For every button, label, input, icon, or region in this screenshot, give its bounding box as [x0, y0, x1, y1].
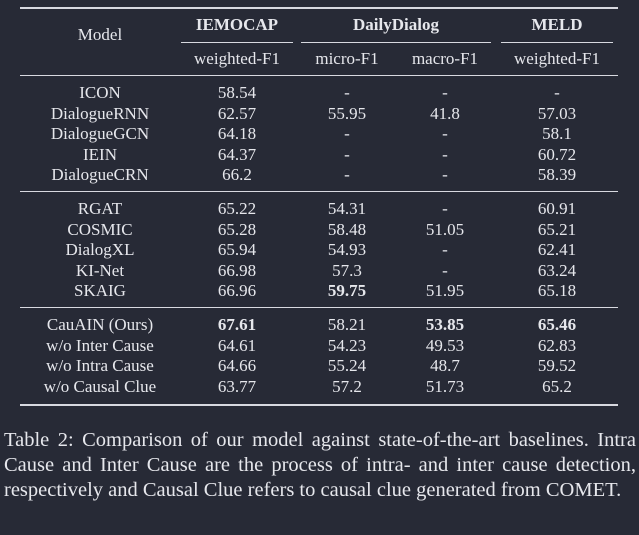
group-rule-2	[20, 307, 618, 308]
score-cell: 64.18	[217, 124, 257, 144]
model-name-cell: DialogXL	[65, 240, 135, 260]
model-name-cell: w/o Inter Cause	[46, 335, 154, 355]
score-cell: 63.24	[537, 260, 577, 280]
score-cell: 59.52	[537, 356, 577, 376]
model-name-cell: DialogueGCN	[50, 124, 150, 144]
score-cell: 49.53	[425, 335, 465, 355]
score-cell: 65.22	[217, 199, 257, 218]
score-cell: -	[442, 144, 448, 164]
score-cell: 63.77	[217, 376, 257, 396]
score-cell: 58.54	[217, 83, 257, 102]
model-name-cell: CauAIN (Ours)	[46, 315, 154, 334]
score-cell: -	[344, 165, 350, 185]
model-name-cell: RGAT	[77, 199, 123, 218]
score-cell: -	[344, 83, 350, 102]
score-cell: 58.21	[327, 315, 367, 334]
score-cell: -	[442, 83, 448, 102]
metric-header-iemocap-weighted-f1: weighted-F1	[194, 49, 280, 68]
score-cell: -	[442, 199, 448, 218]
score-cell: 62.57	[217, 103, 257, 123]
score-cell: 58.39	[537, 165, 577, 185]
score-cell: 51.73	[425, 376, 465, 396]
metric-header-dailydialog-micro-f1: micro-F1	[315, 49, 379, 68]
score-cell: 62.83	[537, 335, 577, 355]
score-cell: 59.75	[327, 281, 367, 301]
score-cell: 48.7	[430, 356, 460, 376]
score-cell: 66.98	[217, 260, 257, 280]
score-cell: 60.72	[537, 144, 577, 164]
score-cell: 65.46	[537, 315, 577, 334]
header-rule	[20, 75, 618, 76]
score-cell: 58.1	[542, 124, 572, 144]
score-cell: 64.37	[217, 144, 257, 164]
score-cell: 65.21	[537, 219, 577, 239]
score-cell: 64.61	[217, 335, 257, 355]
metric-header-meld-weighted-f1: weighted-F1	[514, 49, 600, 68]
score-cell: 65.18	[537, 281, 577, 301]
group-rule-1	[20, 191, 618, 192]
model-name-cell: w/o Causal Clue	[43, 376, 157, 396]
score-cell: -	[442, 240, 448, 260]
score-cell: -	[344, 144, 350, 164]
score-cell: 57.3	[332, 260, 362, 280]
score-cell: 54.31	[327, 199, 367, 218]
score-cell: 55.24	[327, 356, 367, 376]
score-cell: 65.94	[217, 240, 257, 260]
score-cell: 62.41	[537, 240, 577, 260]
score-cell: 57.2	[332, 376, 362, 396]
model-name-cell: COSMIC	[67, 219, 133, 239]
score-cell: 51.05	[425, 219, 465, 239]
model-name-cell: SKAIG	[74, 281, 126, 301]
score-cell: 65.28	[217, 219, 257, 239]
score-cell: 51.95	[425, 281, 465, 301]
bottom-rule	[20, 404, 618, 406]
score-cell: -	[442, 124, 448, 144]
score-cell: -	[442, 260, 448, 280]
dataset-header-meld: MELD	[531, 15, 583, 34]
model-column-header: Model	[77, 25, 123, 44]
model-name-cell: ICON	[79, 83, 121, 102]
score-cell: 55.95	[327, 103, 367, 123]
model-name-cell: IEIN	[83, 144, 117, 164]
score-cell: 53.85	[425, 315, 465, 334]
score-cell: -	[344, 124, 350, 144]
model-name-cell: KI-Net	[75, 260, 125, 280]
score-cell: 64.66	[217, 356, 257, 376]
model-name-cell: w/o Intra Cause	[46, 356, 154, 376]
score-cell: 66.96	[217, 281, 257, 301]
model-name-cell: DialogueCRN	[51, 165, 149, 185]
score-cell: -	[442, 165, 448, 185]
model-name-cell: DialogueRNN	[50, 103, 150, 123]
score-cell: 60.91	[537, 199, 577, 218]
dataset-underline-iemocap	[181, 42, 293, 43]
score-cell: 54.23	[327, 335, 367, 355]
score-cell: 57.03	[537, 103, 577, 123]
dataset-header-iemocap: IEMOCAP	[195, 15, 279, 34]
metric-header-dailydialog-macro-f1: macro-F1	[411, 49, 479, 68]
score-cell: -	[554, 83, 560, 102]
score-cell: 41.8	[430, 103, 460, 123]
dataset-underline-meld	[501, 42, 613, 43]
dataset-underline-dailydialog	[301, 42, 491, 43]
dataset-header-dailydialog: DailyDialog	[353, 15, 439, 34]
score-cell: 65.2	[542, 376, 572, 396]
score-cell: 58.48	[327, 219, 367, 239]
table-caption: Table 2: Comparison of our model against…	[4, 429, 636, 501]
top-rule	[20, 7, 618, 9]
score-cell: 67.61	[217, 315, 257, 334]
score-cell: 66.2	[222, 165, 252, 185]
score-cell: 54.93	[327, 240, 367, 260]
